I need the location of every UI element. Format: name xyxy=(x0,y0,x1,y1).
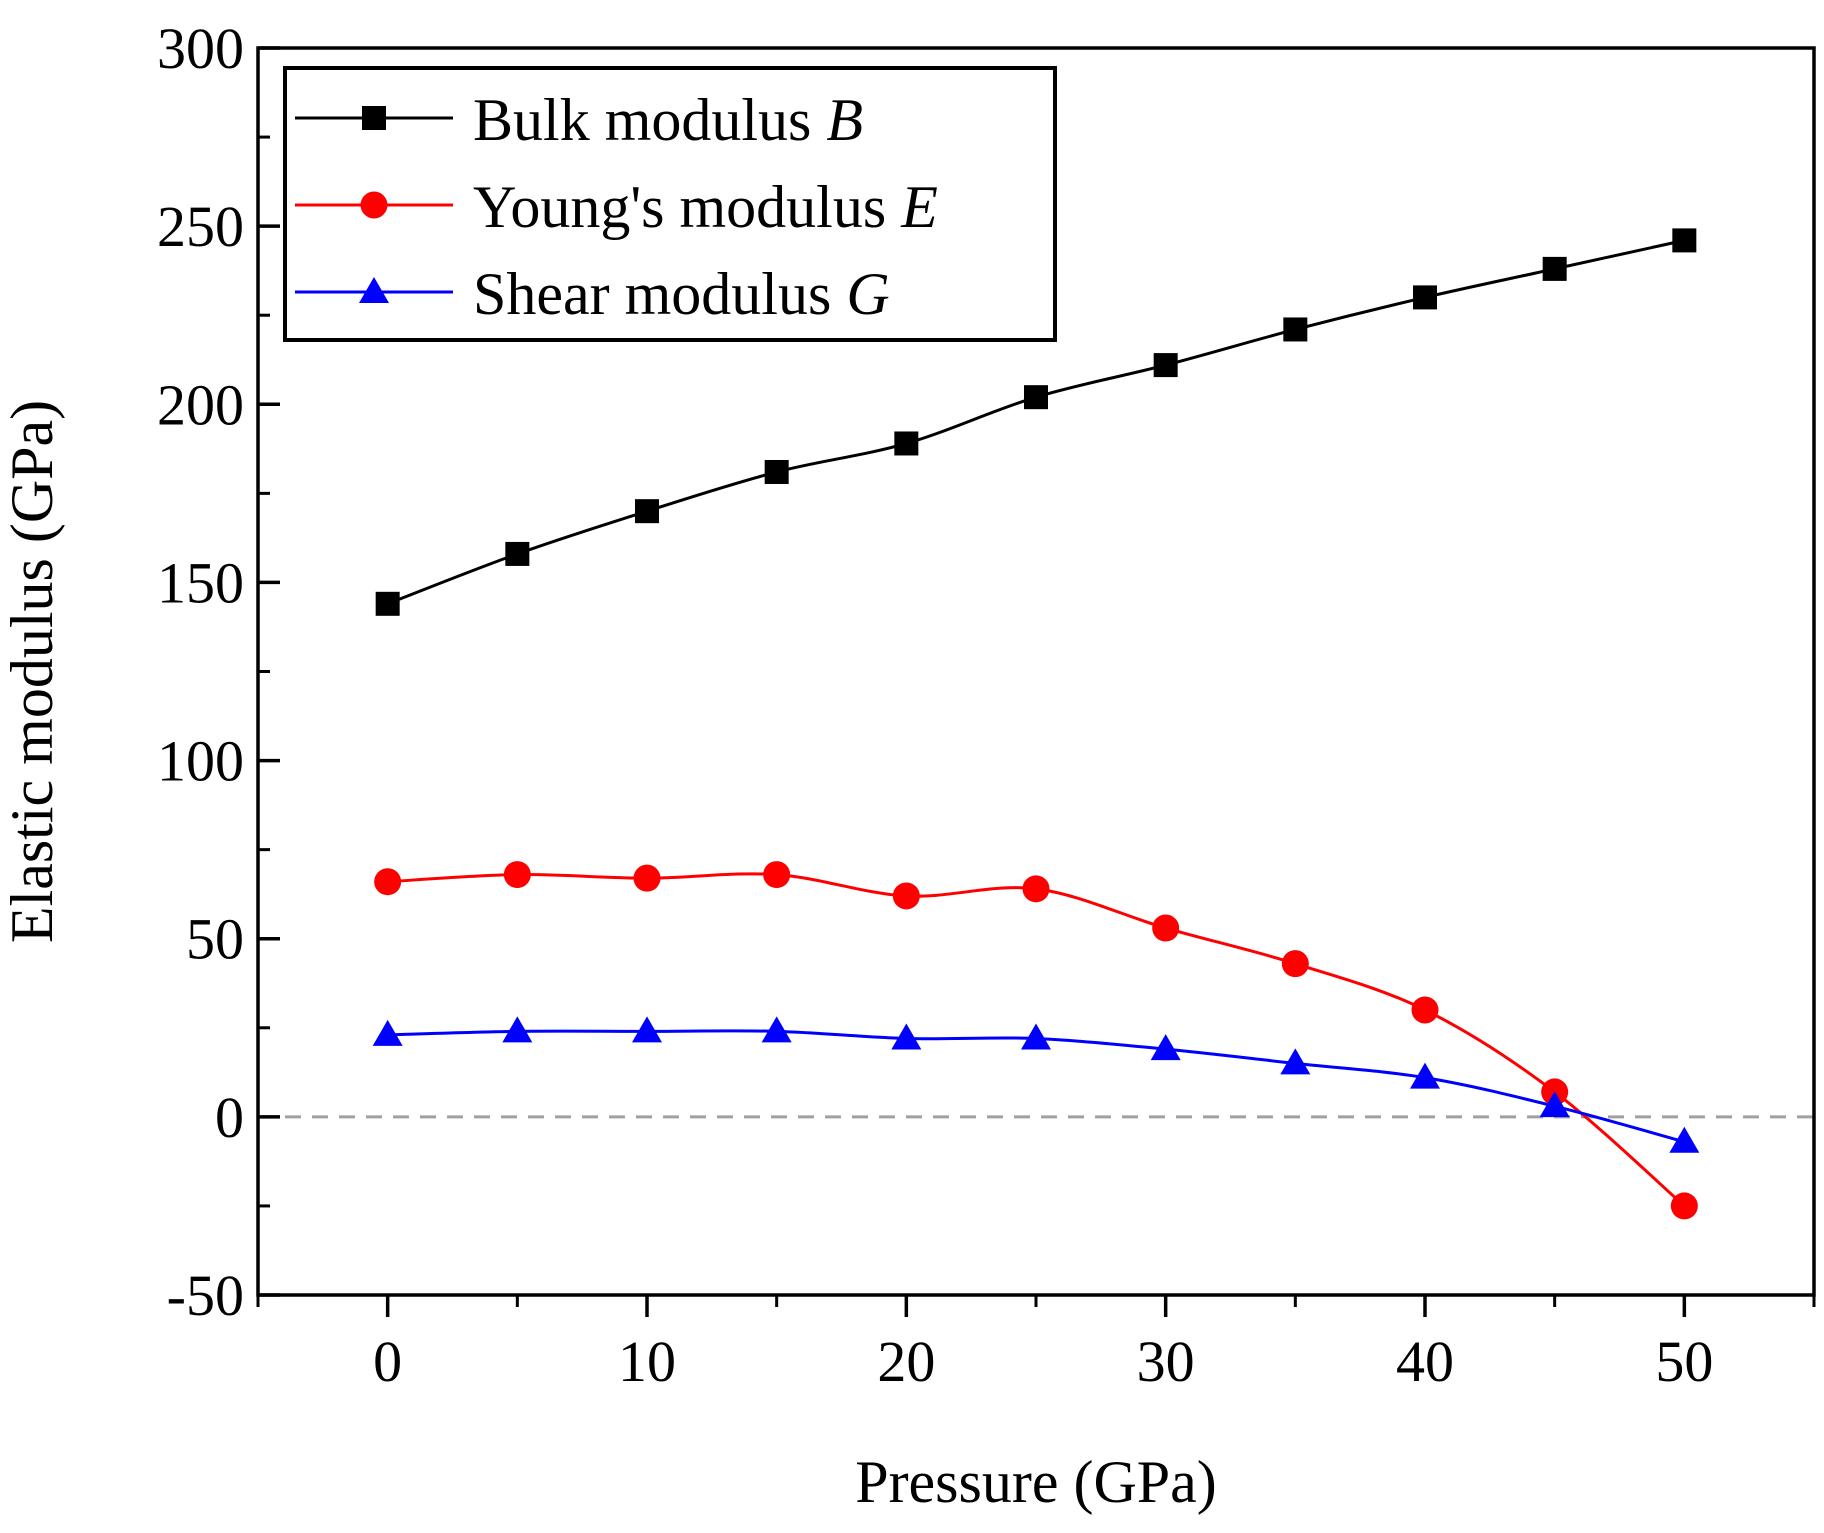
data-point xyxy=(1153,353,1178,378)
data-point xyxy=(1152,914,1180,942)
data-point xyxy=(502,1016,533,1043)
data-point xyxy=(632,1016,662,1043)
x-tick-label: 10 xyxy=(618,1329,676,1394)
data-point xyxy=(1022,875,1050,903)
legend-label: Young's modulus E xyxy=(473,174,938,240)
data-point xyxy=(894,431,919,456)
data-point xyxy=(763,861,791,889)
x-axis-title: Pressure (GPa) xyxy=(855,1449,1217,1515)
data-point xyxy=(761,1016,792,1043)
y-tick-label: 100 xyxy=(157,729,244,794)
data-point xyxy=(1281,950,1309,978)
data-point xyxy=(764,459,789,484)
x-tick-label: 50 xyxy=(1655,1329,1713,1394)
data-point xyxy=(375,591,400,616)
data-point xyxy=(1542,256,1567,281)
data-point xyxy=(891,1023,922,1050)
data-point xyxy=(1283,317,1308,342)
legend-marker xyxy=(359,277,389,303)
y-tick-label: 250 xyxy=(157,194,244,259)
legend-item: Bulk modulus B xyxy=(295,87,863,153)
data-point xyxy=(635,499,659,524)
data-point xyxy=(1280,1048,1311,1075)
y-axis-title: Elastic modulus (GPa) xyxy=(0,400,65,943)
x-tick-label: 0 xyxy=(373,1329,402,1394)
series-1 xyxy=(374,861,1698,1220)
data-point xyxy=(1670,1192,1698,1220)
x-tick-label: 30 xyxy=(1137,1329,1195,1394)
data-point xyxy=(372,1019,403,1046)
legend-marker xyxy=(362,106,386,130)
legend-label: Shear modulus G xyxy=(473,261,890,327)
data-point xyxy=(1411,996,1439,1024)
y-tick-label: 150 xyxy=(157,550,244,615)
y-tick-label: 0 xyxy=(215,1085,244,1150)
data-point xyxy=(1413,285,1437,310)
legend-label: Bulk modulus B xyxy=(473,87,863,153)
data-point xyxy=(1672,228,1697,253)
data-point xyxy=(892,882,920,910)
data-point xyxy=(1539,1091,1570,1118)
data-point xyxy=(505,541,530,566)
data-point xyxy=(1021,1023,1051,1050)
y-tick-label: 300 xyxy=(157,16,244,81)
data-point xyxy=(1669,1126,1700,1153)
y-tick-label: 200 xyxy=(157,372,244,437)
data-point xyxy=(374,868,402,896)
legend-marker xyxy=(360,191,388,219)
data-point xyxy=(1410,1062,1440,1089)
y-tick-label: -50 xyxy=(167,1263,244,1328)
series-0 xyxy=(375,228,1697,616)
y-tick-label: 50 xyxy=(186,907,244,972)
x-tick-label: 20 xyxy=(877,1329,935,1394)
data-point xyxy=(503,861,531,889)
x-tick-label: 40 xyxy=(1396,1329,1454,1394)
series-2 xyxy=(372,1016,1700,1153)
legend-item: Shear modulus G xyxy=(295,261,890,327)
data-point xyxy=(1150,1034,1181,1061)
data-point xyxy=(1024,385,1048,410)
data-point xyxy=(633,864,661,892)
legend-item: Young's modulus E xyxy=(295,174,938,240)
